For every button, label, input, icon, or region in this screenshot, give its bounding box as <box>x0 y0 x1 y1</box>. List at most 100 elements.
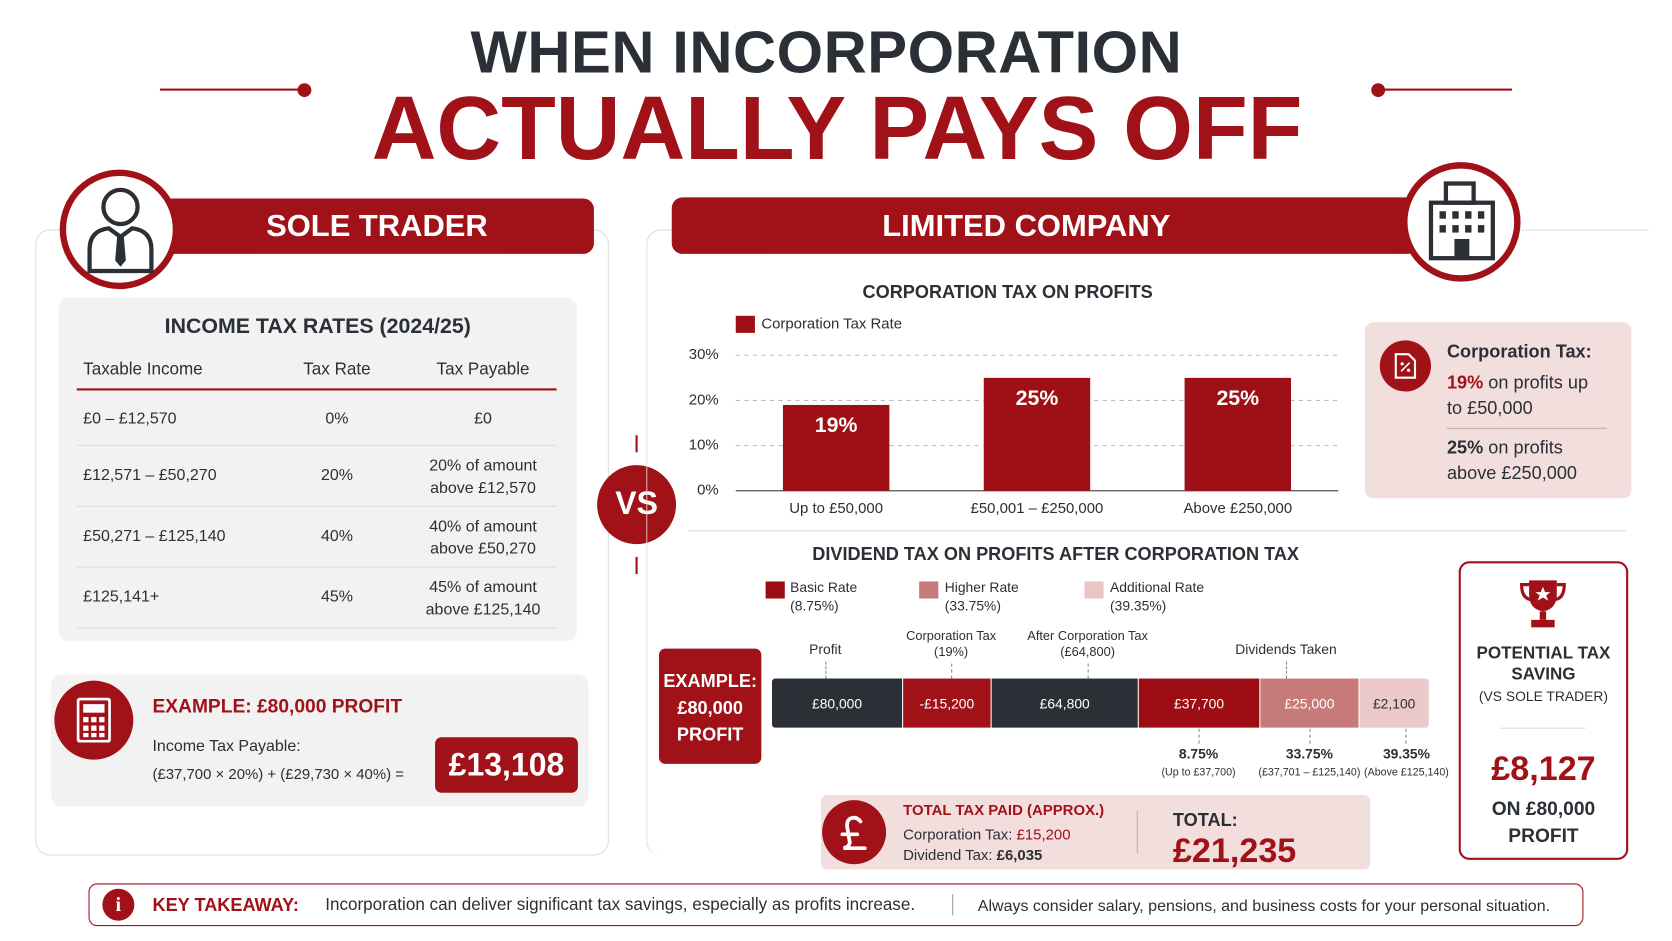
legend-entry: Basic Rate (8.75%) <box>790 578 857 614</box>
limited-company-header <box>671 197 1419 254</box>
rate-label: 39.35% (Above £125,140) <box>1358 746 1454 782</box>
dividend-title: DIVIDEND TAX ON PROFITS AFTER CORPORATIO… <box>812 544 1300 565</box>
deco-dot <box>1371 83 1386 98</box>
rate: 8.75% <box>1178 745 1219 762</box>
calculator-icon <box>76 697 111 743</box>
column-header: Taxable Income <box>83 360 203 379</box>
takeaway-text: Incorporation can deliver significant ta… <box>325 896 916 915</box>
total-div-value: £6,035 <box>996 846 1043 864</box>
bar <box>782 404 890 491</box>
legend-entry: Additional Rate (39.35%) <box>1110 578 1204 614</box>
document-icon <box>1394 353 1417 379</box>
cell: 45% <box>320 587 353 606</box>
corporation-tax-chart: CORPORATION TAX ON PROFITS Corporation T… <box>689 282 1339 517</box>
cell: 20% of amount above £12,570 <box>429 456 537 498</box>
saving-title: POTENTIAL TAX SAVING <box>1476 644 1611 684</box>
title-line2: ACTUALLY PAYS OFF <box>371 77 1303 179</box>
value-label: 19% <box>815 413 858 437</box>
deco-dot <box>297 83 312 98</box>
cell: £0 – £12,570 <box>83 409 177 428</box>
flow-segment: £2,100 <box>1359 678 1429 728</box>
value-label: 25% <box>1016 386 1059 410</box>
cell: £50,271 – £125,140 <box>83 527 226 546</box>
total-div-label: Dividend Tax: <box>903 846 993 864</box>
row-separator <box>76 566 557 568</box>
flow-label: Profit <box>809 641 842 658</box>
cell: 40% <box>320 527 353 546</box>
row-separator <box>76 444 557 446</box>
value-label: 25% <box>1216 386 1259 410</box>
cell: 40% of amount above £50,270 <box>429 517 537 558</box>
y-tick-label: 0% <box>697 482 719 499</box>
flow-segment: £80,000 <box>772 678 903 728</box>
legend-swatch <box>735 315 755 333</box>
flow-label-text: After Corporation Tax <box>1027 628 1148 644</box>
rate-label: 33.75% (£37,701 – £125,140) <box>1248 746 1372 782</box>
info-icon-glyph: i <box>115 894 122 917</box>
chart-title: CORPORATION TAX ON PROFITS <box>863 282 1153 302</box>
flow-segment: £25,000 <box>1260 678 1359 728</box>
saving-divider <box>1500 727 1586 729</box>
person-icon <box>87 187 154 274</box>
vs-circle <box>597 465 677 545</box>
example-formula: (£37,700 × 20%) + (£29,730 × 40%) = <box>152 764 404 783</box>
total-line: Corporation Tax: £15,200 <box>903 826 1070 843</box>
saving-value: £8,127 <box>1491 748 1596 788</box>
legend-rate: (33.75%) <box>944 597 1001 614</box>
trophy-icon <box>1520 580 1566 628</box>
total-box <box>821 794 1371 870</box>
legend-swatch <box>919 581 939 599</box>
deco-line <box>1377 88 1513 91</box>
cell: £0 <box>474 409 492 428</box>
total-value: £21,235 <box>1172 831 1297 870</box>
flow-tick <box>1198 728 1200 744</box>
cell: 45% of amount above £125,140 <box>425 578 541 619</box>
example-label: Income Tax Payable: <box>152 737 301 756</box>
total-title: TOTAL TAX PAID (APPROX.) <box>903 801 1105 819</box>
note-title: Corporation Tax: <box>1446 341 1592 362</box>
row-separator <box>76 505 557 507</box>
column-header: Tax Rate <box>303 360 371 379</box>
flow-tick <box>951 663 953 679</box>
takeaway-text: Always consider salary, pensions, and bu… <box>977 897 1551 916</box>
total-corp-label: Corporation Tax: <box>903 825 1013 843</box>
example-title: EXAMPLE: £80,000 PROFIT <box>152 695 403 717</box>
note-rate: 25% <box>1446 437 1484 458</box>
legend-swatch <box>765 581 785 599</box>
legend-label: Corporation Tax Rate <box>761 315 902 332</box>
legend-name: Basic Rate <box>790 579 858 596</box>
deco-line <box>159 88 304 91</box>
flow-label: Corporation Tax (19%) <box>887 628 1015 660</box>
tax-table <box>58 297 577 642</box>
flow-label-sub: (£64,800) <box>1060 644 1116 660</box>
result-box <box>435 737 578 793</box>
saving-subtitle: (VS SOLE TRADER) <box>1478 688 1609 705</box>
legend-rate: (8.75%) <box>790 597 839 614</box>
vs-tick <box>635 556 638 574</box>
legend-name: Additional Rate <box>1110 579 1205 596</box>
flow-tick <box>825 661 827 679</box>
note-item: 25% on profits above £250,000 <box>1447 435 1607 486</box>
legend-entry: Higher Rate (33.75%) <box>945 578 1019 614</box>
total-corp-value: £15,200 <box>1016 825 1071 843</box>
rate: 33.75% <box>1285 745 1333 762</box>
flow-segment: £37,700 <box>1138 678 1260 728</box>
rate-range: (Up to £37,700) <box>1161 767 1236 779</box>
sole-trader-title: SOLE TRADER <box>266 209 488 244</box>
x-tick-label: Above £250,000 <box>1183 500 1292 517</box>
pound-icon <box>840 815 867 851</box>
limited-company-title: LIMITED COMPANY <box>882 209 1171 244</box>
table-title: INCOME TAX RATES (2024/25) <box>164 314 471 339</box>
flow-tick <box>1285 661 1288 679</box>
example-badge-text: EXAMPLE: £80,000 PROFIT <box>663 671 757 745</box>
saving-note: ON £80,000 PROFIT <box>1491 798 1596 847</box>
rate-range: (Above £125,140) <box>1364 767 1449 779</box>
building-icon <box>1428 181 1495 261</box>
bar <box>983 377 1091 491</box>
flow-label-text: Corporation Tax <box>906 628 997 644</box>
info-icon <box>102 888 135 921</box>
takeaway-label: KEY TAKEAWAY: <box>152 895 299 916</box>
saving-box <box>1458 561 1629 860</box>
